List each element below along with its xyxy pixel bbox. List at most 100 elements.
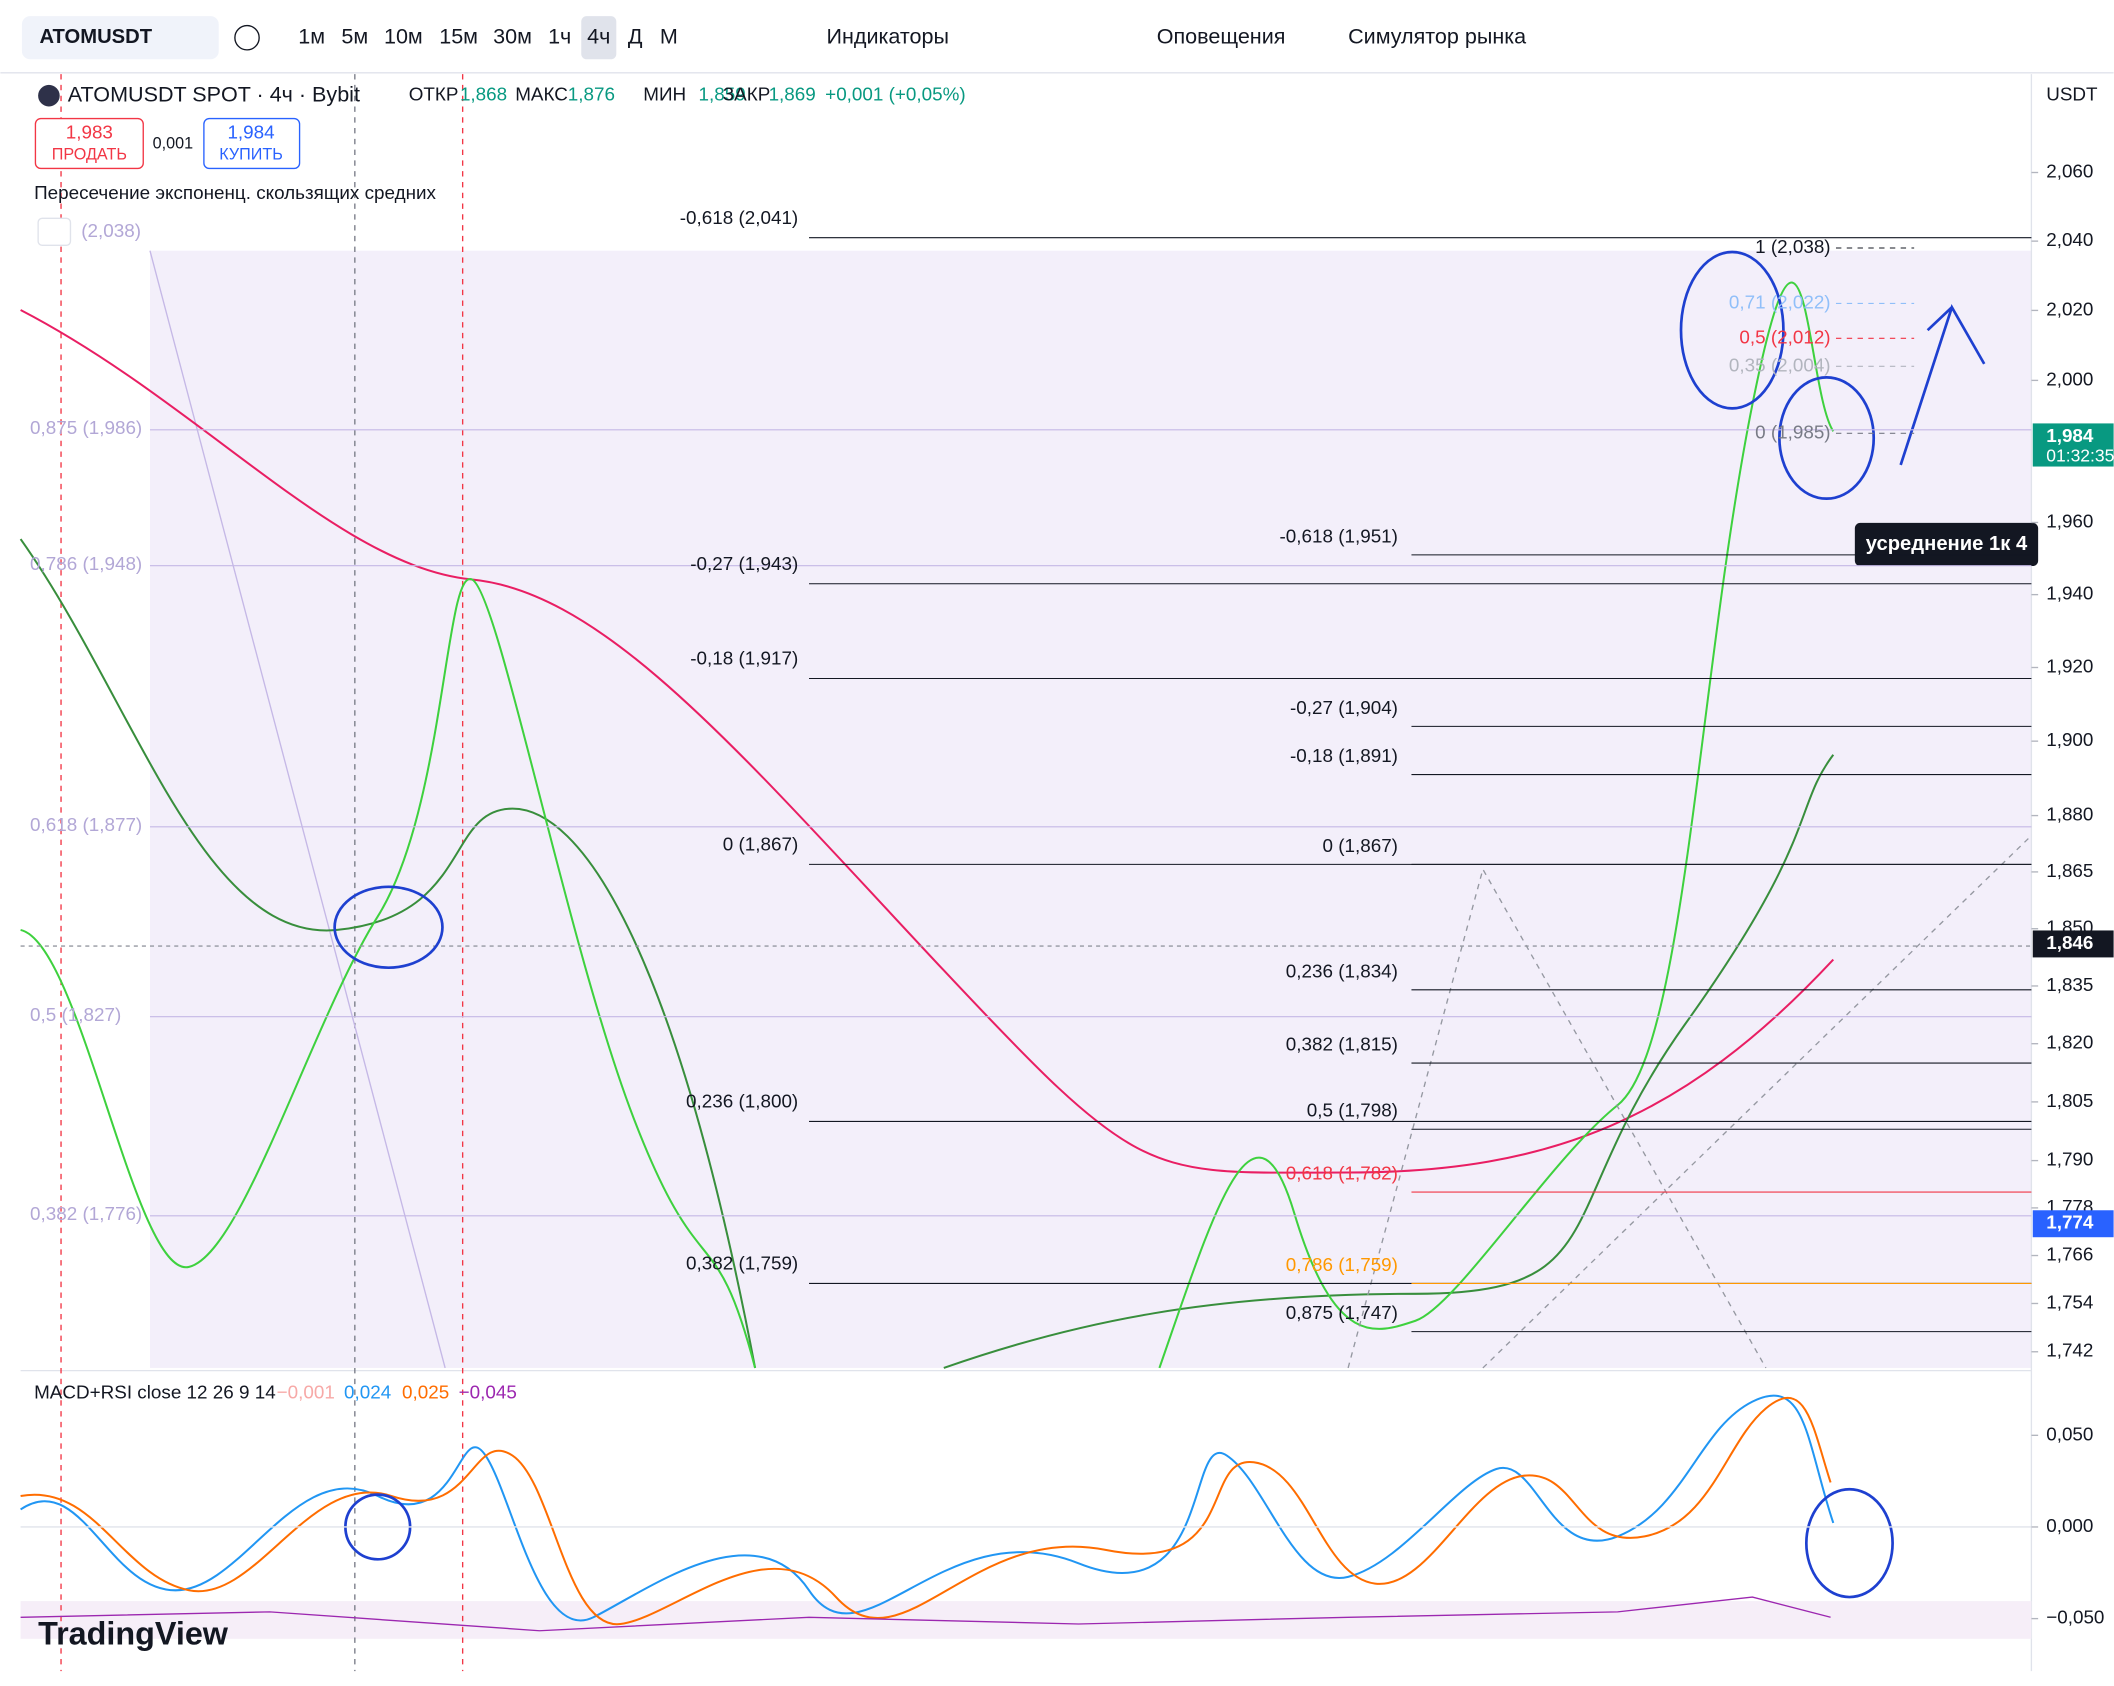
macd-tick-label: 0,050	[2046, 1423, 2093, 1444]
indicators-button[interactable]: Индикаторы	[827, 23, 950, 48]
symbol[interactable]: ATOMUSDT	[39, 26, 152, 48]
fib-label: 0,786 (1,948)	[30, 553, 142, 574]
add-symbol[interactable]	[234, 24, 260, 51]
fib-label: -0,27 (1,904)	[1290, 697, 1398, 718]
fib-zone	[149, 250, 2032, 1368]
macd-value: −0,045	[459, 1382, 517, 1403]
macd-title: MACD+RSI close 12 26 9 14	[34, 1382, 276, 1403]
price-timer: 01:32:35	[2046, 446, 2114, 466]
fib-label: 0,382 (1,815)	[1286, 1034, 1398, 1055]
interval[interactable]: 1ч	[548, 23, 571, 48]
logo: TradingView	[38, 1616, 229, 1652]
hand-arrow	[1899, 303, 1986, 466]
ohlc-value: 1,876	[568, 84, 615, 105]
buy-button[interactable]	[203, 117, 301, 170]
fib-label: 0,236 (1,834)	[1286, 960, 1398, 981]
ohlc-label: МАКС	[515, 84, 568, 105]
sell-label[interactable]: ПРОДАТЬ	[52, 145, 127, 163]
change: +0,001 (+0,05%)	[825, 84, 966, 105]
interval[interactable]: 1м	[298, 23, 325, 48]
ema-fast	[20, 281, 1835, 1369]
price-tick-label: 1,805	[2046, 1090, 2093, 1111]
price-tick-label: 1,766	[2046, 1244, 2093, 1265]
price-tick-label: 1,900	[2046, 729, 2093, 750]
fib-label: -0,618 (2,041)	[680, 207, 798, 228]
interval[interactable]: 4ч	[587, 23, 610, 48]
pattern-lines	[1482, 835, 2032, 1369]
fib-label: 0,382 (1,776)	[30, 1203, 142, 1224]
hand-circle	[1679, 250, 1785, 410]
ema-slow	[20, 309, 1835, 1174]
fib-label: 0,236 (1,800)	[686, 1091, 798, 1112]
fib-label: 0,875 (1,747)	[1286, 1302, 1398, 1323]
fib-label: 0,382 (1,759)	[686, 1253, 798, 1274]
price-tick-label: 1,820	[2046, 1032, 2093, 1053]
macd-value: 0,025	[402, 1382, 449, 1403]
hand-circle	[333, 885, 444, 970]
sell-button[interactable]	[34, 117, 144, 170]
price-badge-label: 1,846	[2046, 932, 2093, 953]
collapsed-value: (2,038)	[81, 220, 141, 241]
fib-label: 0,618 (1,877)	[30, 814, 142, 835]
buy-price[interactable]: 1,984	[227, 121, 274, 142]
rsi-line	[20, 1596, 1831, 1632]
fib-label: 0,5 (1,827)	[30, 1004, 121, 1025]
fib-label: 0 (1,867)	[1322, 835, 1397, 856]
ohlc-value: 1,869	[769, 84, 816, 105]
hand-circle	[1804, 1487, 1894, 1599]
fib-label: 0,5 (1,798)	[1307, 1100, 1398, 1121]
interval[interactable]: 15м	[439, 23, 478, 48]
macd-value: 0,024	[344, 1382, 391, 1403]
fib-label: 0,71 (2,022)	[1729, 291, 1831, 312]
price-tick-label: 1,790	[2046, 1149, 2093, 1170]
fib-label: -0,618 (1,951)	[1279, 525, 1397, 546]
interval[interactable]: М	[660, 23, 678, 48]
indicator-title: Пересечение экспоненц. скользящих средни…	[34, 182, 436, 203]
macd-tick-label: −0,050	[2046, 1607, 2104, 1628]
price-tick-label: 1,960	[2046, 510, 2093, 531]
ohlc-label: ЗАКР	[723, 84, 771, 105]
fib-label: 0,875 (1,986)	[30, 417, 142, 438]
sell-price[interactable]: 1,983	[66, 121, 113, 142]
price-tick-label: 1,920	[2046, 655, 2093, 676]
spread: 0,001	[153, 134, 193, 152]
price-tick-label: 1,865	[2046, 860, 2093, 881]
interval[interactable]: 10м	[384, 23, 423, 48]
fib-label: 1 (2,038)	[1755, 236, 1830, 257]
pattern-lines	[1347, 867, 1767, 1369]
interval[interactable]: 30м	[493, 23, 532, 48]
fib-label: 0,618 (1,782)	[1286, 1163, 1398, 1184]
fib-label: 0,786 (1,759)	[1286, 1254, 1398, 1275]
ohlc-label: МИН	[643, 84, 686, 105]
price-tick-label: 2,020	[2046, 298, 2093, 319]
interval[interactable]: 5м	[341, 23, 368, 48]
ohlc-value: 1,859	[699, 84, 746, 105]
collapse-button[interactable]	[37, 217, 72, 246]
price-tick-label: 2,000	[2046, 368, 2093, 389]
fib-label: -0,18 (1,917)	[690, 648, 798, 669]
price-tick-label: 2,040	[2046, 229, 2093, 250]
macd-tick-label: 0,000	[2046, 1515, 2093, 1536]
active-interval-bg	[581, 16, 617, 60]
fib-label: 0 (1,867)	[723, 833, 798, 854]
alerts-button[interactable]: Оповещения	[1157, 23, 1286, 48]
hand-circle	[1778, 376, 1876, 501]
annotation: усреднение 1к 4	[1866, 533, 2028, 555]
fib-label: -0,27 (1,943)	[690, 553, 798, 574]
price-badge	[2032, 1210, 2114, 1238]
price-tick-label: 1,940	[2046, 583, 2093, 604]
macd-value: −0,001	[277, 1382, 335, 1403]
replay-button[interactable]: Симулятор рынка	[1348, 23, 1526, 48]
price-tick-label: 1,754	[2046, 1291, 2093, 1312]
buy-label[interactable]: КУПИТЬ	[219, 145, 283, 163]
interval[interactable]: Д	[628, 23, 643, 48]
currency[interactable]: USDT	[2046, 84, 2098, 105]
symbol-box[interactable]	[21, 16, 219, 60]
fib-label: 0,35 (2,004)	[1729, 354, 1831, 375]
price-badge-label: 1,774	[2046, 1212, 2094, 1233]
ohlc-value: 1,868	[460, 84, 507, 105]
fib-label: 0,5 (2,012)	[1739, 326, 1830, 347]
fib-label: 0 (1,985)	[1755, 421, 1830, 442]
symbol-icon	[38, 84, 60, 107]
